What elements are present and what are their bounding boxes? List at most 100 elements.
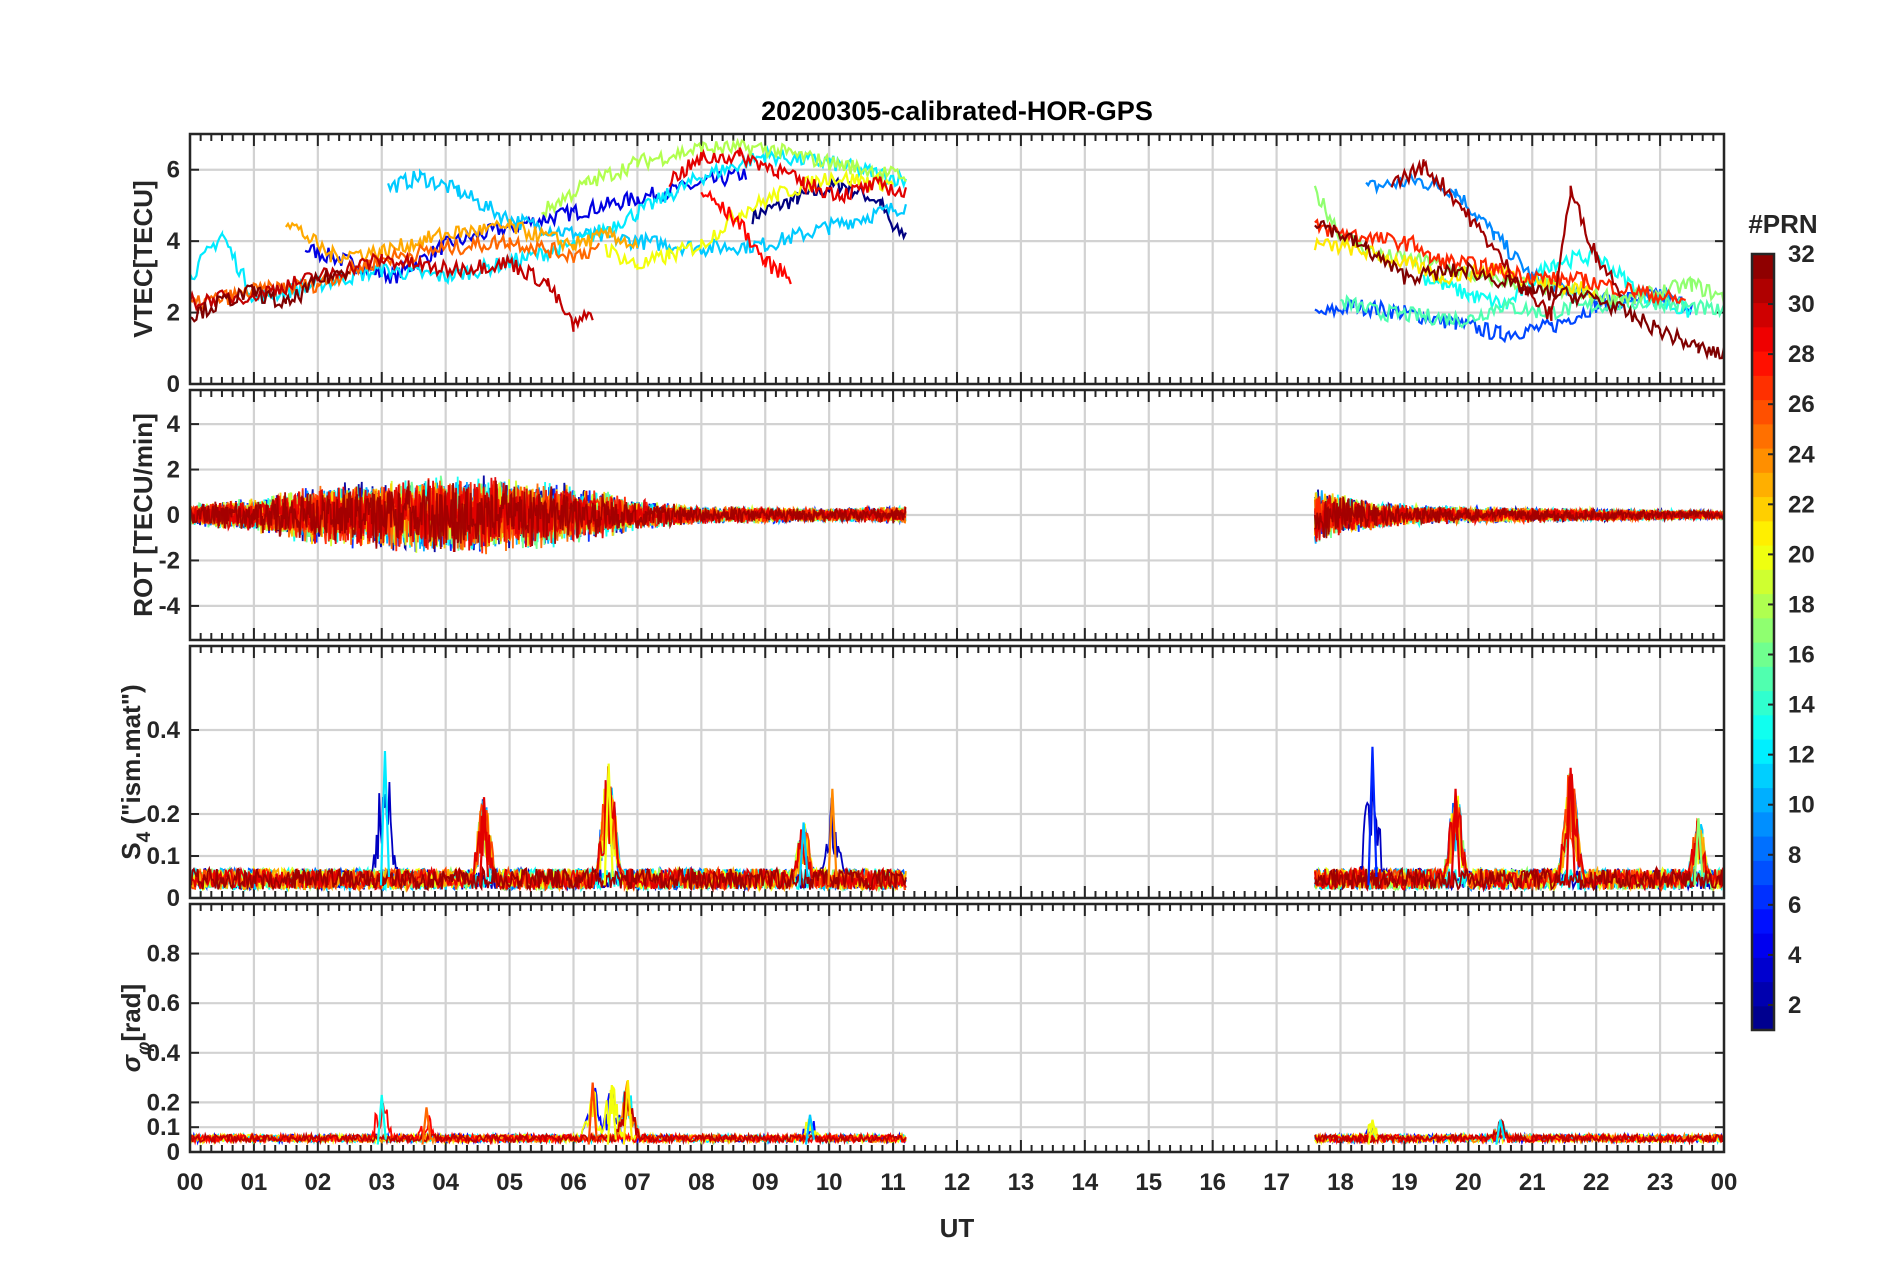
y-tick-label: 4 bbox=[167, 411, 181, 438]
x-tick-label: 07 bbox=[624, 1169, 651, 1196]
peak-mark-prn-29 bbox=[478, 797, 490, 886]
y-axis-label-sub: 4 bbox=[134, 831, 155, 842]
y-tick-label: 0 bbox=[167, 502, 180, 529]
colorbar-segment bbox=[1752, 908, 1774, 934]
colorbar-segment bbox=[1752, 569, 1774, 595]
peak-mark-prn-12 bbox=[379, 750, 391, 886]
colorbar-segment bbox=[1752, 981, 1774, 1007]
x-tick-label: 17 bbox=[1263, 1169, 1290, 1196]
colorbar-tick-label: 20 bbox=[1788, 541, 1815, 568]
colorbar-segment bbox=[1752, 472, 1774, 498]
x-tick-label: 15 bbox=[1135, 1169, 1162, 1196]
panel-s4: 00.10.20.4S4 ("ism.mat") bbox=[116, 644, 1726, 912]
y-axis-label: ROT [TECU/min] bbox=[128, 413, 158, 617]
y-tick-label: 0.4 bbox=[147, 717, 181, 744]
peak-mark-prn-29 bbox=[1450, 788, 1461, 886]
colorbar-segment bbox=[1752, 617, 1774, 643]
colorbar-segment bbox=[1752, 690, 1774, 716]
colorbar-segment bbox=[1752, 836, 1774, 861]
colorbar-tick-label: 8 bbox=[1788, 842, 1801, 869]
x-tick-label: 10 bbox=[816, 1169, 843, 1196]
y-tick-label: 0.6 bbox=[147, 990, 180, 1017]
x-tick-label: 11 bbox=[880, 1169, 905, 1196]
x-tick-label: 18 bbox=[1327, 1169, 1354, 1196]
colorbar-label: #PRN bbox=[1748, 209, 1817, 239]
panel-frame bbox=[188, 388, 1726, 642]
colorbar-tick-label: 10 bbox=[1788, 792, 1815, 819]
y-tick-label: 0.4 bbox=[147, 1040, 181, 1067]
colorbar-segment bbox=[1752, 448, 1774, 473]
colorbar-segment bbox=[1752, 884, 1774, 910]
series-line-prn-31 bbox=[1314, 496, 1724, 539]
y-tick-label: 0.2 bbox=[147, 801, 180, 828]
y-tick-label: 0 bbox=[167, 885, 180, 912]
series-line-prn-30 bbox=[190, 1091, 907, 1146]
colorbar-segment bbox=[1752, 933, 1774, 958]
data-layer bbox=[190, 1080, 1724, 1146]
colorbar-tick-label: 26 bbox=[1788, 391, 1815, 418]
colorbar-segment bbox=[1752, 593, 1774, 619]
y-tick-label: 0 bbox=[167, 1139, 180, 1166]
peak-mark-prn-20 bbox=[1367, 1119, 1378, 1145]
y-tick-label: 4 bbox=[167, 228, 181, 255]
y-tick-label: 0.1 bbox=[147, 843, 180, 870]
peak-mark-prn-25 bbox=[421, 1107, 432, 1145]
colorbar-segment bbox=[1752, 1005, 1774, 1031]
colorbar-segment bbox=[1752, 496, 1774, 522]
colorbar-tick-label: 6 bbox=[1788, 892, 1801, 919]
colorbar-segment bbox=[1752, 714, 1774, 740]
y-tick-label: 0.1 bbox=[147, 1114, 180, 1141]
series-line-prn-18 bbox=[541, 137, 907, 219]
y-tick-label: -4 bbox=[159, 593, 181, 620]
y-tick-label: 6 bbox=[167, 157, 180, 184]
x-tick-label: 13 bbox=[1008, 1169, 1035, 1196]
panel-sigma_phi: 00.10.2 0.4 0.6 0.8 σφ[rad] bbox=[116, 902, 1726, 1166]
colorbar-segment bbox=[1752, 666, 1774, 692]
x-tick-label: 22 bbox=[1583, 1169, 1610, 1196]
peak-mark-prn-20 bbox=[606, 1084, 617, 1145]
series-line-prn-27 bbox=[1314, 218, 1686, 306]
x-axis: 00 01 02 03 04 05 06 07 08 09 10 11 12 13 14 15 16 17 18 19… bbox=[177, 1169, 1738, 1196]
x-tick-label: 09 bbox=[752, 1169, 779, 1196]
x-tick-label: 21 bbox=[1519, 1169, 1546, 1196]
series-line-prn-23 bbox=[284, 218, 639, 264]
peak-mark-prn-11 bbox=[798, 822, 809, 886]
colorbar-tick-label: 32 bbox=[1788, 241, 1815, 268]
peak-mark-prn-6 bbox=[1367, 746, 1378, 886]
x-tick-label: 08 bbox=[688, 1169, 715, 1196]
peak-mark-prn-24 bbox=[827, 788, 838, 886]
series-line-prn-31 bbox=[1390, 159, 1623, 322]
colorbar-segment bbox=[1752, 423, 1774, 449]
panel-frame bbox=[188, 132, 1726, 386]
peak-mark-prn-26 bbox=[587, 1082, 598, 1145]
peak-mark-prn-12 bbox=[1495, 1119, 1506, 1145]
y-axis-label: σφ[rad] bbox=[116, 984, 155, 1072]
colorbar-segment bbox=[1752, 811, 1774, 837]
colorbar-segment bbox=[1752, 545, 1774, 570]
y-axis-label: VTEC[TECU] bbox=[128, 180, 158, 337]
x-tick-label: 05 bbox=[496, 1169, 523, 1196]
y-tick-label: 0 bbox=[167, 371, 180, 398]
colorbar-segment bbox=[1752, 351, 1774, 376]
colorbar-tick-label: 18 bbox=[1788, 591, 1815, 618]
y-tick-label: 2 bbox=[167, 300, 180, 327]
colorbar-frame bbox=[1750, 252, 1776, 1032]
panel-frame bbox=[188, 902, 1726, 1154]
x-tick-label: 06 bbox=[560, 1169, 587, 1196]
peak-mark-prn-20 bbox=[603, 763, 614, 886]
x-tick-label: 04 bbox=[432, 1169, 459, 1196]
series-line-prn-11 bbox=[387, 168, 907, 259]
peak-mark-prn-11 bbox=[804, 1114, 816, 1145]
x-tick-label: 12 bbox=[944, 1169, 971, 1196]
peak-mark-prn-21 bbox=[622, 1080, 633, 1145]
colorbar-segment bbox=[1752, 254, 1774, 279]
series-line-prn-20 bbox=[604, 169, 894, 271]
x-tick-label: 23 bbox=[1647, 1169, 1674, 1196]
y-axis-label-rest: ("ism.mat") bbox=[116, 684, 146, 831]
series-line-prn-30 bbox=[1314, 1118, 1724, 1146]
data-layer bbox=[190, 137, 1724, 361]
colorbar-tick-label: 22 bbox=[1788, 491, 1815, 518]
